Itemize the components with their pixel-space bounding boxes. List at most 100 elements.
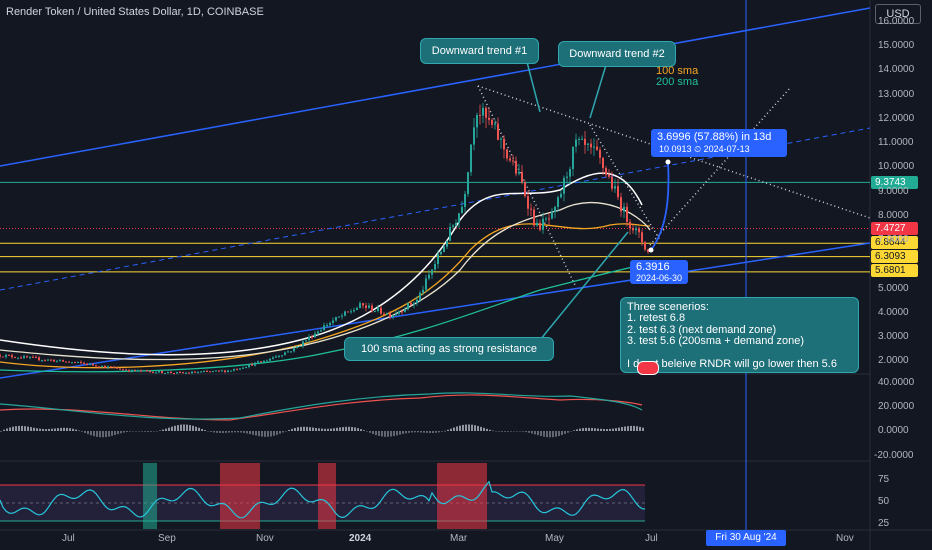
y-tick: 3.0000 bbox=[878, 331, 909, 342]
macd-histogram-bar bbox=[378, 431, 380, 436]
scenario-3: 3. test 5.6 (200sma + demand zone) bbox=[627, 335, 805, 348]
candle-body bbox=[254, 362, 256, 366]
macd-histogram-bar bbox=[597, 428, 599, 431]
candle-body bbox=[143, 370, 145, 372]
candle-body bbox=[140, 370, 142, 372]
macd-histogram-bar bbox=[249, 431, 251, 435]
macd-histogram-bar bbox=[366, 431, 368, 432]
macd-histogram-bar bbox=[147, 431, 149, 432]
candle-body bbox=[107, 366, 109, 368]
flag-icon[interactable] bbox=[637, 361, 659, 375]
macd-histogram-bar bbox=[399, 431, 401, 435]
macd-histogram-bar bbox=[465, 424, 467, 431]
y-tick-macd: 20.0000 bbox=[878, 401, 915, 412]
candle-body bbox=[98, 366, 100, 368]
candle-body bbox=[551, 211, 553, 219]
candle-body bbox=[215, 370, 217, 372]
x-tick: Sep bbox=[158, 533, 176, 544]
macd-histogram-bar bbox=[630, 425, 632, 431]
candle-body bbox=[416, 299, 418, 303]
candle-body bbox=[269, 358, 271, 361]
candle-body bbox=[569, 168, 571, 177]
macd-histogram-bar bbox=[201, 428, 203, 431]
macd-histogram-bar bbox=[198, 427, 200, 431]
y-tick-macd: 40.0000 bbox=[878, 377, 915, 388]
candle-body bbox=[38, 357, 40, 361]
macd-histogram-bar bbox=[9, 427, 11, 431]
candle-body bbox=[605, 168, 607, 175]
macd-histogram-bar bbox=[567, 431, 569, 433]
candle-body bbox=[515, 160, 517, 174]
macd-histogram-bar bbox=[6, 428, 8, 431]
candle-body bbox=[545, 218, 547, 220]
candle-body bbox=[260, 361, 262, 363]
y-tick: 7.0000 bbox=[878, 234, 909, 245]
candle-body bbox=[122, 369, 124, 371]
macd-histogram-bar bbox=[150, 431, 152, 432]
candle-body bbox=[101, 365, 103, 368]
current-point-box: 6.3916 2024-06-30 bbox=[630, 260, 688, 284]
candle-body bbox=[146, 370, 148, 372]
macd-histogram-bar bbox=[609, 428, 611, 431]
candle-body bbox=[104, 365, 106, 368]
candle-body bbox=[485, 107, 487, 118]
candle-body bbox=[359, 303, 361, 309]
macd-histogram-bar bbox=[513, 431, 515, 432]
candle-body bbox=[422, 289, 424, 293]
candle-body bbox=[641, 232, 643, 243]
candle-body bbox=[428, 274, 430, 279]
macd-histogram-bar bbox=[63, 427, 65, 431]
macd-histogram-bar bbox=[459, 425, 461, 431]
candle-body bbox=[527, 196, 529, 209]
candle-body bbox=[563, 177, 565, 194]
candle-body bbox=[413, 302, 415, 305]
macd-histogram-bar bbox=[72, 428, 74, 431]
macd-histogram-bar bbox=[300, 426, 302, 431]
candle-body bbox=[323, 325, 325, 331]
projection-line bbox=[649, 87, 791, 246]
candle-body bbox=[8, 354, 10, 356]
candle-body bbox=[95, 365, 97, 367]
candle-body bbox=[557, 197, 559, 207]
y-tick-macd: -20.0000 bbox=[874, 450, 914, 461]
rsi-line bbox=[0, 480, 646, 519]
candle-body bbox=[449, 226, 451, 241]
candle-body bbox=[317, 331, 319, 334]
candle-body bbox=[470, 144, 472, 173]
macd-histogram-bar bbox=[231, 431, 233, 433]
macd-histogram-bar bbox=[42, 428, 44, 431]
macd-histogram-bar bbox=[21, 425, 23, 431]
candle-body bbox=[581, 138, 583, 140]
candle-body bbox=[257, 361, 259, 363]
y-tick-macd: 0.0000 bbox=[878, 425, 909, 436]
macd-histogram-bar bbox=[45, 429, 47, 431]
candle-body bbox=[572, 146, 574, 169]
candle-body bbox=[521, 171, 523, 183]
candle-body bbox=[0, 355, 1, 357]
macd-histogram-bar bbox=[564, 431, 566, 434]
candle-body bbox=[599, 149, 601, 158]
macd-histogram-bar bbox=[339, 427, 341, 431]
macd-histogram-bar bbox=[492, 430, 494, 432]
macd-histogram-bar bbox=[54, 428, 56, 431]
x-tick: Nov bbox=[836, 533, 854, 544]
macd-histogram-bar bbox=[573, 430, 575, 431]
macd-histogram-bar bbox=[309, 427, 311, 431]
candle-body bbox=[293, 347, 295, 352]
candle-body bbox=[41, 360, 43, 362]
macd-histogram-bar bbox=[420, 431, 422, 433]
candle-body bbox=[365, 305, 367, 308]
macd-histogram-bar bbox=[543, 431, 545, 437]
macd-histogram-bar bbox=[153, 431, 155, 432]
price-label-6-3093: 6.3093 bbox=[871, 250, 918, 263]
candle-body bbox=[152, 371, 154, 373]
currency-button[interactable]: USD bbox=[875, 4, 921, 24]
macd-histogram-bar bbox=[375, 431, 377, 436]
macd-histogram-bar bbox=[99, 431, 101, 438]
candle-body bbox=[602, 157, 604, 169]
candle-body bbox=[419, 292, 421, 300]
macd-histogram-bar bbox=[405, 431, 407, 434]
macd-histogram-bar bbox=[297, 427, 299, 431]
macd-histogram-bar bbox=[3, 429, 5, 431]
